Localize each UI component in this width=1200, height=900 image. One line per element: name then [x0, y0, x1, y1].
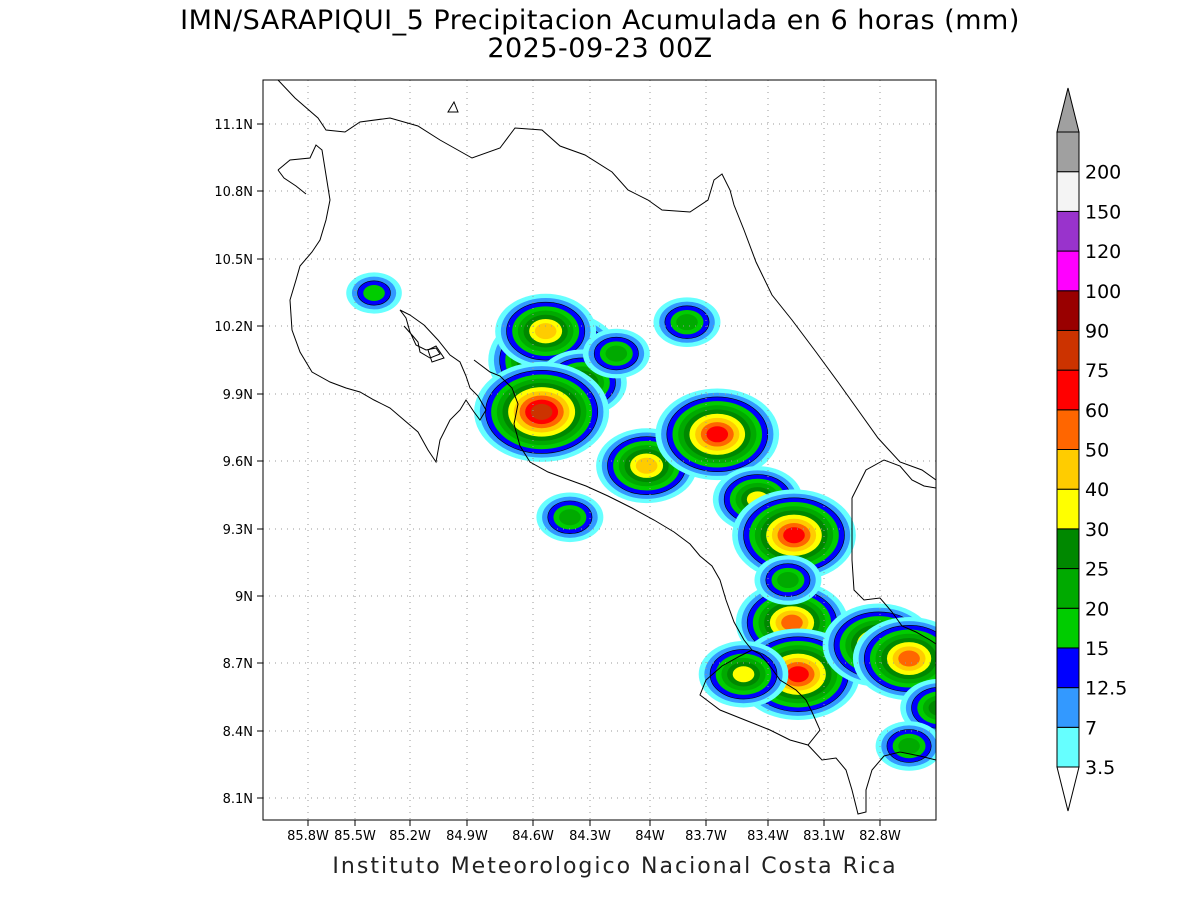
map-date-subtitle: 2025-09-23 00Z — [487, 33, 713, 64]
precip-contour — [605, 345, 628, 362]
precip-contour — [706, 426, 729, 443]
latitude-tick-label: 9.3N — [223, 523, 253, 538]
colorbar-swatch — [1056, 171, 1080, 212]
colorbar-swatch — [1056, 329, 1080, 371]
colorbar-over-arrow — [1056, 87, 1080, 133]
colorbar-swatch — [1056, 369, 1080, 411]
latitude-tick-label: 9N — [235, 590, 253, 605]
precip-contour — [676, 314, 698, 331]
precip-contour — [787, 666, 809, 683]
longitude-tick-label: 84.9W — [446, 829, 488, 844]
colorbar-label: 40 — [1085, 479, 1109, 501]
colorbar-label: 150 — [1085, 201, 1121, 223]
precip-cell — [536, 492, 604, 543]
colorbar-swatch — [1056, 568, 1080, 609]
precip-cell — [495, 293, 597, 369]
latitude-tick-label: 8.4N — [223, 725, 253, 740]
precip-cell — [754, 555, 822, 605]
precip-cell — [655, 388, 780, 481]
precip-contour — [530, 403, 553, 420]
longitude-tick-label: 82.8W — [859, 829, 901, 844]
colorbar-label: 200 — [1085, 162, 1121, 184]
longitude-tick-labels: 85.8W 85.5W 85.2W 84.9W 84.6W 84.3W 84W 83.7W 83… — [287, 820, 901, 844]
colorbar-swatch — [1056, 488, 1080, 530]
longitude-tick-label: 84.3W — [569, 829, 611, 844]
precip-contour — [363, 285, 385, 302]
colorbar-swatch — [1056, 210, 1080, 252]
colorbar-swatch — [1056, 409, 1080, 450]
colorbar-swatch — [1056, 131, 1080, 173]
longitude-tick-label: 85.5W — [334, 829, 376, 844]
latitude-tick-label: 10.2N — [214, 320, 253, 335]
precip-contour — [781, 614, 803, 631]
latitude-tick-label: 10.5N — [214, 253, 253, 268]
colorbar-swatch — [1056, 528, 1080, 570]
longitude-tick-label: 85.2W — [389, 829, 431, 844]
colorbar-label: 7 — [1085, 717, 1097, 739]
longitude-tick-label: 83.7W — [685, 829, 727, 844]
colorbar-under-arrow — [1056, 766, 1080, 812]
colorbar-swatch — [1056, 687, 1080, 728]
precip-contour — [534, 323, 557, 340]
latitude-tick-label: 9.6N — [223, 455, 253, 470]
precip-cell — [582, 328, 650, 379]
colorbar-label: 25 — [1085, 559, 1109, 581]
precip-contour — [783, 527, 805, 544]
colorbar-label: 20 — [1085, 598, 1109, 620]
colorbar-swatch — [1056, 449, 1080, 490]
colorbar-swatch — [1056, 726, 1080, 768]
precip-cell — [346, 272, 402, 314]
colorbar-swatch — [1056, 250, 1080, 292]
colorbar-swatch — [1056, 607, 1080, 649]
precip-contour — [928, 700, 936, 716]
colorbar-label: 30 — [1085, 519, 1109, 541]
colorbar-swatch — [1056, 647, 1080, 689]
precip-contour — [922, 695, 936, 720]
colorbar-label: 90 — [1085, 320, 1109, 342]
colorbar-legend: 3.5 7 12.5 15 20 25 30 40 50 60 75 90 100 120 150 200 — [1056, 87, 1127, 812]
precip-contour — [898, 738, 920, 754]
precip-cell — [653, 297, 721, 347]
colorbar-label: 50 — [1085, 440, 1109, 462]
latitude-tick-label: 11.1N — [214, 118, 253, 133]
precip-cell — [474, 361, 610, 462]
precipitation-field — [346, 272, 936, 771]
colorbar-label: 75 — [1085, 360, 1109, 382]
precip-cell — [900, 678, 936, 737]
colorbar-label: 15 — [1085, 638, 1109, 660]
latitude-tick-label: 9.9N — [223, 388, 253, 403]
precip-contour — [732, 666, 755, 683]
precip-contour — [559, 509, 581, 526]
longitude-tick-label: 85.8W — [287, 829, 329, 844]
precip-contour — [635, 457, 658, 474]
precip-cell — [852, 616, 936, 701]
longitude-tick-label: 83.4W — [747, 829, 789, 844]
colorbar-label: 100 — [1085, 281, 1121, 303]
colorbar-label: 60 — [1085, 400, 1109, 422]
colorbar-label: 3.5 — [1085, 757, 1115, 779]
colorbar-label: 120 — [1085, 241, 1121, 263]
map-title: IMN/SARAPIQUI_5 Precipitacion Acumulada … — [180, 5, 1020, 36]
longitude-tick-label: 84.6W — [512, 829, 554, 844]
precip-cell — [698, 641, 789, 708]
latitude-tick-label: 10.8N — [214, 185, 253, 200]
latitude-tick-labels: 11.1N 10.8N 10.5N 10.2N 9.9N 9.6N 9.3N 9N 8.7N 8.… — [214, 118, 263, 807]
longitude-tick-label: 83.1W — [803, 829, 845, 844]
footer-credit: Instituto Meteorologico Nacional Costa R… — [332, 854, 898, 879]
precip-cell — [875, 721, 936, 771]
colorbar-label: 12.5 — [1085, 678, 1127, 700]
map-frame — [262, 79, 937, 821]
precip-contour — [898, 650, 920, 667]
map-gridlines — [263, 80, 936, 820]
latitude-tick-label: 8.7N — [223, 657, 253, 672]
colorbar-swatch — [1056, 290, 1080, 331]
coastline — [277, 80, 936, 815]
precip-contour — [777, 572, 799, 589]
latitude-tick-label: 8.1N — [223, 792, 253, 807]
longitude-tick-label: 84W — [635, 829, 665, 844]
